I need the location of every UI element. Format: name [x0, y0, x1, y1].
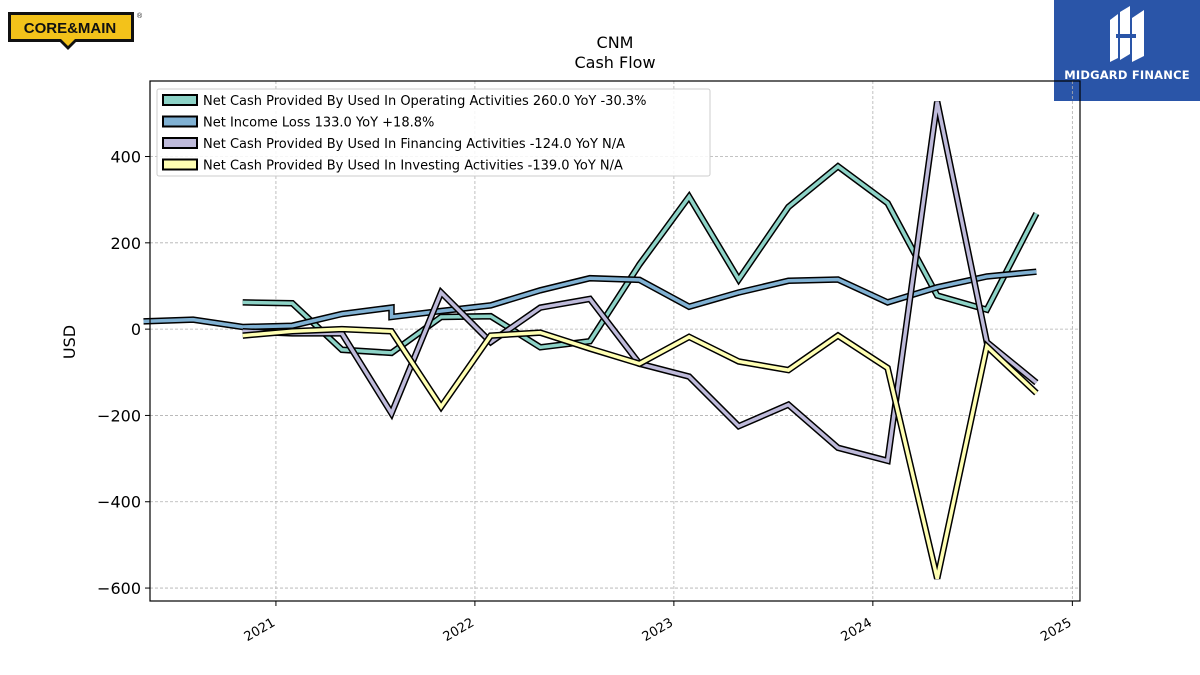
chart-subtitle: Cash Flow: [574, 53, 655, 72]
x-tick-label: 2024: [839, 615, 875, 645]
legend-label: Net Cash Provided By Used In Investing A…: [203, 159, 623, 174]
legend-label: Net Income Loss 133.0 YoY +18.8%: [203, 116, 434, 131]
y-tick-label: −400: [97, 493, 141, 512]
legend: Net Cash Provided By Used In Operating A…: [156, 88, 711, 177]
axis-ticks: −600 −400 −200 0 200 400 2021 2022 2023 2024 2025: [97, 148, 1074, 645]
legend-swatch: [162, 137, 198, 149]
registered-mark: ®: [137, 12, 142, 20]
legend-label: Net Cash Provided By Used In Financing A…: [203, 137, 625, 152]
legend-swatch: [162, 115, 198, 128]
logo-right-text: MIDGARD FINANCE: [1064, 68, 1190, 82]
midgard-finance-logo: MIDGARD FINANCE: [1054, 0, 1200, 101]
y-tick-label: −600: [97, 579, 141, 598]
chart-title: CNM: [597, 33, 634, 52]
legend-swatch: [162, 94, 198, 106]
series-lines: [143, 101, 1040, 580]
y-tick-label: −200: [97, 406, 141, 425]
series-line-net-income-loss: [143, 269, 1037, 329]
plot-frame: [149, 80, 1081, 602]
y-tick-label: 200: [110, 234, 141, 253]
y-tick-label: 0: [131, 320, 141, 339]
legend-label: Net Cash Provided By Used In Operating A…: [203, 94, 646, 109]
series-line-net-cash-provided-by-used-in-operating-activities: [242, 164, 1038, 355]
x-tick-label: 2023: [640, 615, 676, 645]
x-tick-label: 2025: [1038, 615, 1074, 645]
logo-left-text: CORE&MAIN: [24, 20, 117, 37]
series-line-net-cash-provided-by-used-in-investing-activities: [242, 327, 1038, 580]
y-axis-label: USD: [60, 325, 79, 359]
legend-swatch: [162, 158, 198, 171]
legend-box: [156, 88, 711, 177]
x-tick-label: 2021: [242, 615, 278, 645]
x-tick-label: 2022: [441, 615, 477, 645]
y-tick-label: 400: [110, 148, 141, 167]
core-and-main-logo: CORE&MAIN ®: [6, 6, 143, 50]
